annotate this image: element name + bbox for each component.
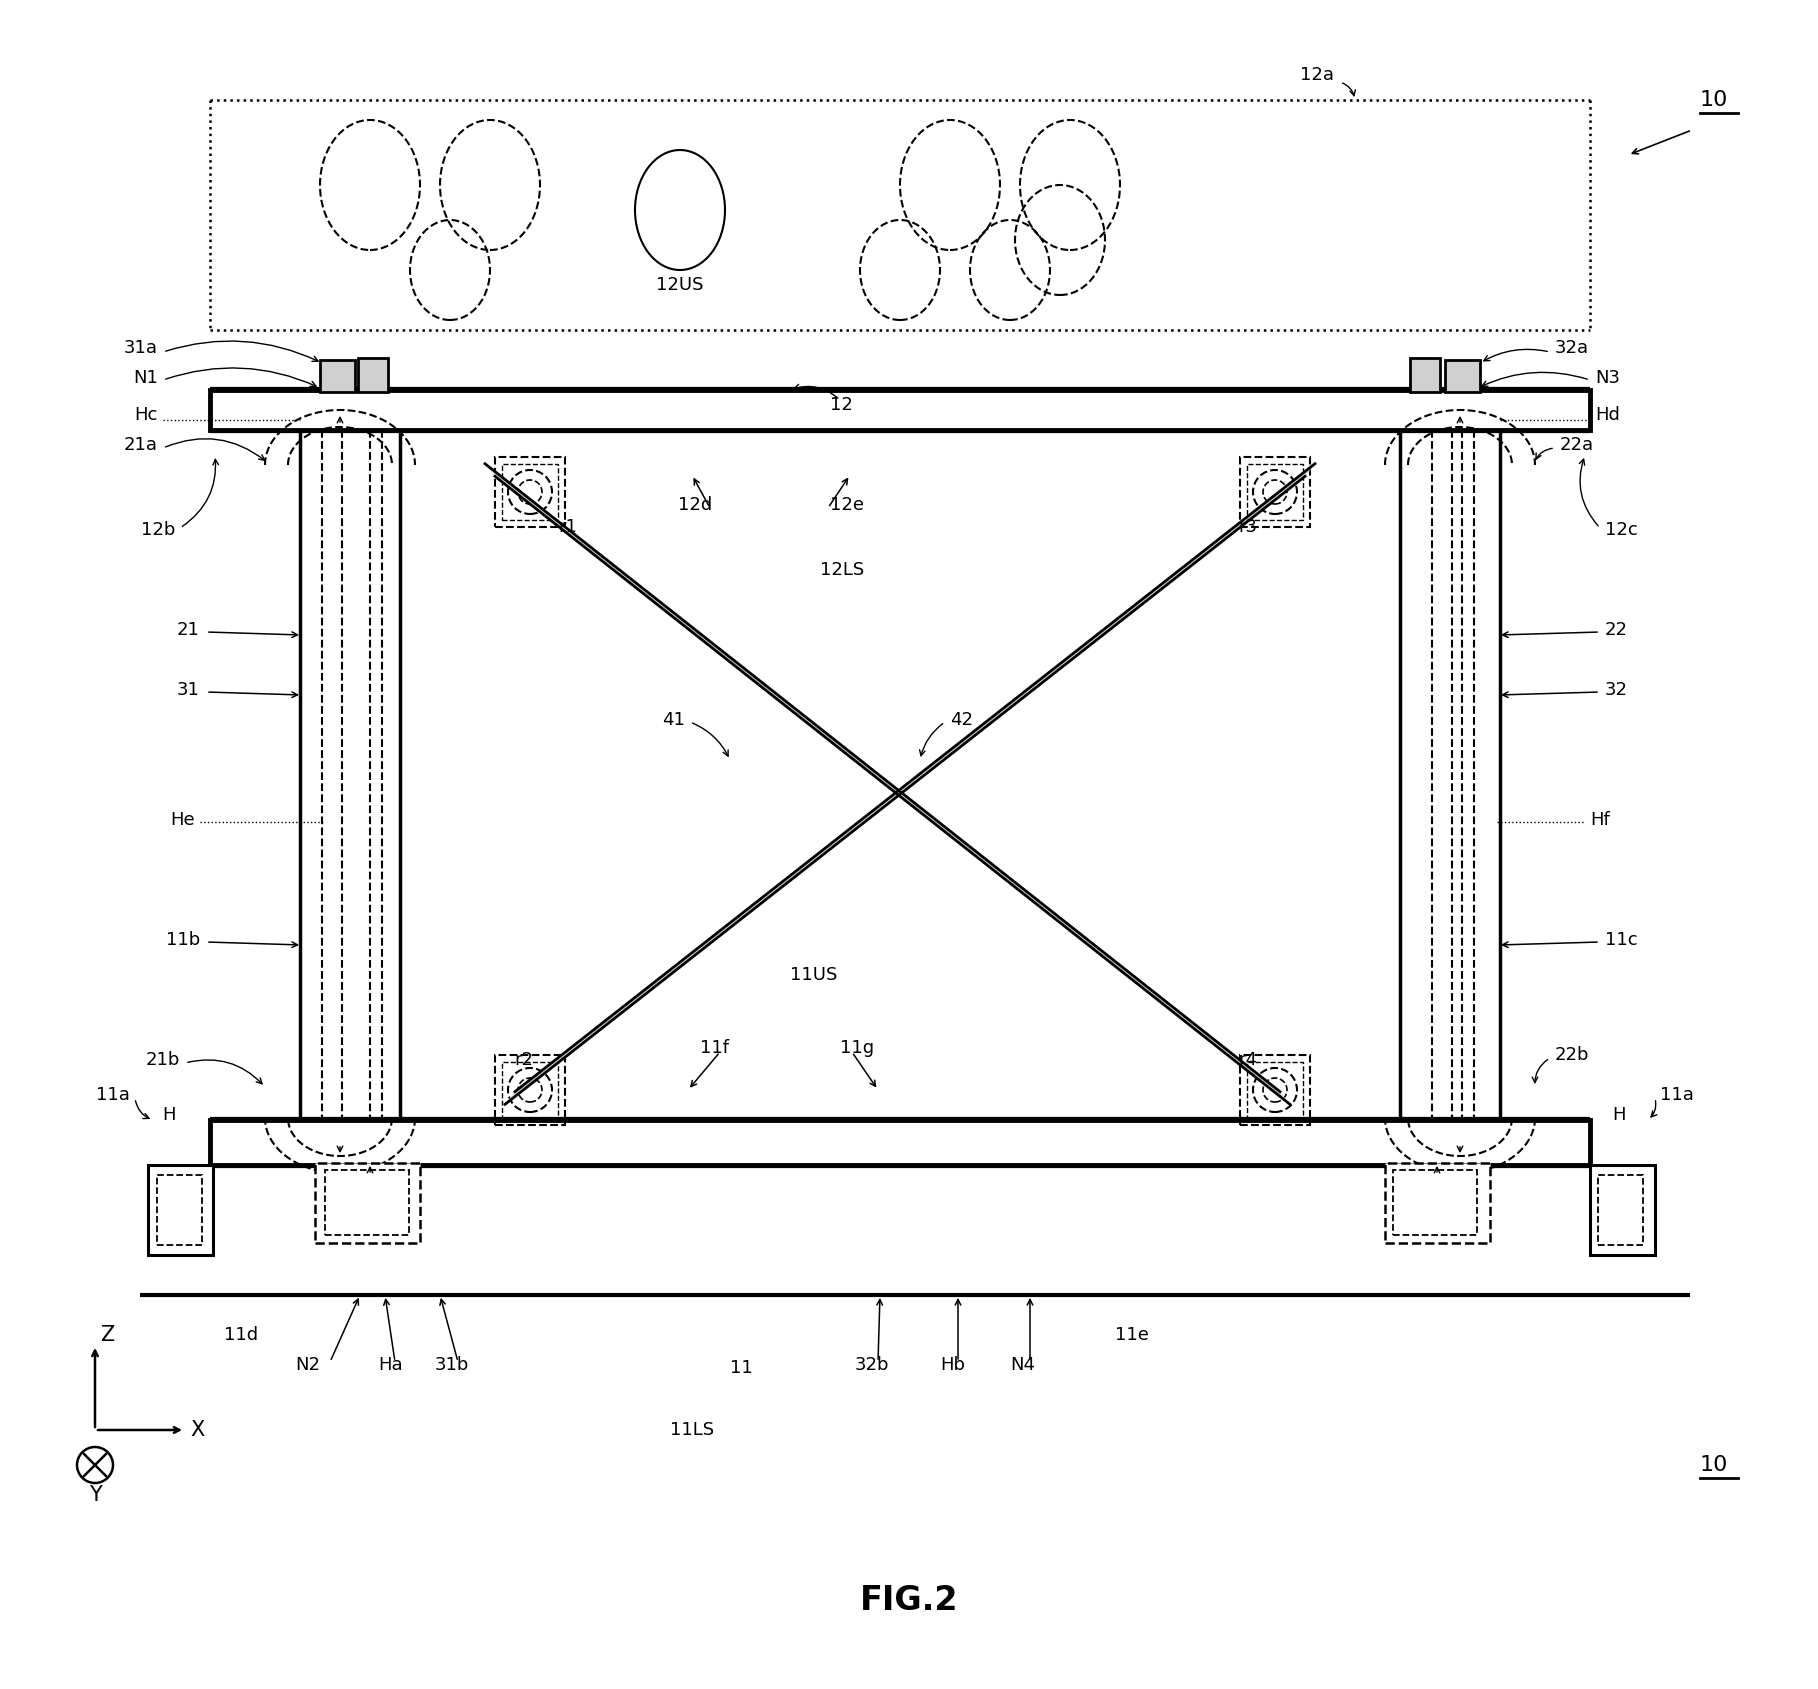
- Text: 11e: 11e: [1114, 1326, 1149, 1344]
- Bar: [315, 1164, 420, 1243]
- Text: 11f: 11f: [700, 1039, 729, 1057]
- Text: 10: 10: [1700, 1454, 1729, 1474]
- Text: N3: N3: [1594, 368, 1620, 387]
- Text: H: H: [1613, 1106, 1625, 1123]
- Text: 12a: 12a: [1300, 66, 1334, 84]
- Text: Hf: Hf: [1591, 811, 1609, 829]
- Text: 21: 21: [176, 622, 200, 638]
- Bar: [494, 1056, 565, 1125]
- Polygon shape: [505, 464, 1314, 1105]
- Text: 21b: 21b: [145, 1051, 180, 1069]
- Text: 31: 31: [176, 681, 200, 699]
- Text: 11LS: 11LS: [671, 1420, 714, 1439]
- Bar: [1247, 1062, 1304, 1118]
- Bar: [1411, 358, 1440, 392]
- Bar: [147, 1165, 213, 1255]
- Text: 21a: 21a: [124, 436, 158, 454]
- Text: X: X: [191, 1420, 204, 1441]
- Bar: [1591, 1165, 1654, 1255]
- Text: r1: r1: [558, 519, 576, 535]
- Bar: [1385, 1164, 1491, 1243]
- Text: N1: N1: [133, 368, 158, 387]
- Text: r3: r3: [1238, 519, 1256, 535]
- Text: 11g: 11g: [840, 1039, 874, 1057]
- Text: 11b: 11b: [165, 931, 200, 949]
- Bar: [325, 1170, 409, 1235]
- Text: 22: 22: [1605, 622, 1627, 638]
- Text: 32: 32: [1605, 681, 1627, 699]
- Bar: [1445, 360, 1480, 392]
- Text: H: H: [162, 1106, 176, 1123]
- Text: He: He: [171, 811, 195, 829]
- Text: 11US: 11US: [791, 966, 838, 985]
- Text: 12d: 12d: [678, 497, 713, 513]
- Bar: [1240, 458, 1311, 527]
- Bar: [358, 358, 387, 392]
- Bar: [1598, 1176, 1643, 1245]
- Text: Hd: Hd: [1594, 405, 1620, 424]
- Text: 41: 41: [662, 711, 685, 730]
- Text: 11a: 11a: [96, 1086, 131, 1105]
- Text: FIG.2: FIG.2: [860, 1584, 958, 1616]
- Text: N2: N2: [295, 1356, 320, 1373]
- Text: 12LS: 12LS: [820, 561, 864, 579]
- Text: 11d: 11d: [224, 1326, 258, 1344]
- Text: N4: N4: [1011, 1356, 1034, 1373]
- Text: Hc: Hc: [135, 405, 158, 424]
- Text: r4: r4: [1238, 1051, 1256, 1069]
- Bar: [502, 464, 558, 520]
- Bar: [1240, 1056, 1311, 1125]
- Text: 12: 12: [831, 395, 853, 414]
- Text: 32b: 32b: [854, 1356, 889, 1373]
- Text: 22b: 22b: [1554, 1045, 1589, 1064]
- Polygon shape: [485, 464, 1291, 1105]
- Text: Y: Y: [89, 1485, 102, 1505]
- Bar: [211, 390, 1591, 431]
- Text: 32a: 32a: [1554, 339, 1589, 356]
- Bar: [502, 1062, 558, 1118]
- Bar: [1393, 1170, 1476, 1235]
- Text: 11c: 11c: [1605, 931, 1638, 949]
- Text: 22a: 22a: [1560, 436, 1594, 454]
- Text: 12e: 12e: [831, 497, 864, 513]
- Text: 12US: 12US: [656, 275, 704, 294]
- Bar: [494, 458, 565, 527]
- Bar: [156, 1176, 202, 1245]
- Text: 12c: 12c: [1605, 520, 1638, 539]
- Text: 31a: 31a: [124, 339, 158, 356]
- Text: Z: Z: [100, 1324, 115, 1344]
- Text: 11: 11: [731, 1360, 753, 1377]
- Bar: [1247, 464, 1304, 520]
- Text: 31b: 31b: [435, 1356, 469, 1373]
- Text: Ha: Ha: [378, 1356, 402, 1373]
- Text: 42: 42: [951, 711, 973, 730]
- Text: 11a: 11a: [1660, 1086, 1694, 1105]
- Bar: [320, 360, 355, 392]
- Bar: [211, 1120, 1591, 1165]
- Text: 10: 10: [1700, 90, 1729, 110]
- Text: 12b: 12b: [140, 520, 175, 539]
- Text: r2: r2: [514, 1051, 533, 1069]
- Text: Hb: Hb: [940, 1356, 965, 1373]
